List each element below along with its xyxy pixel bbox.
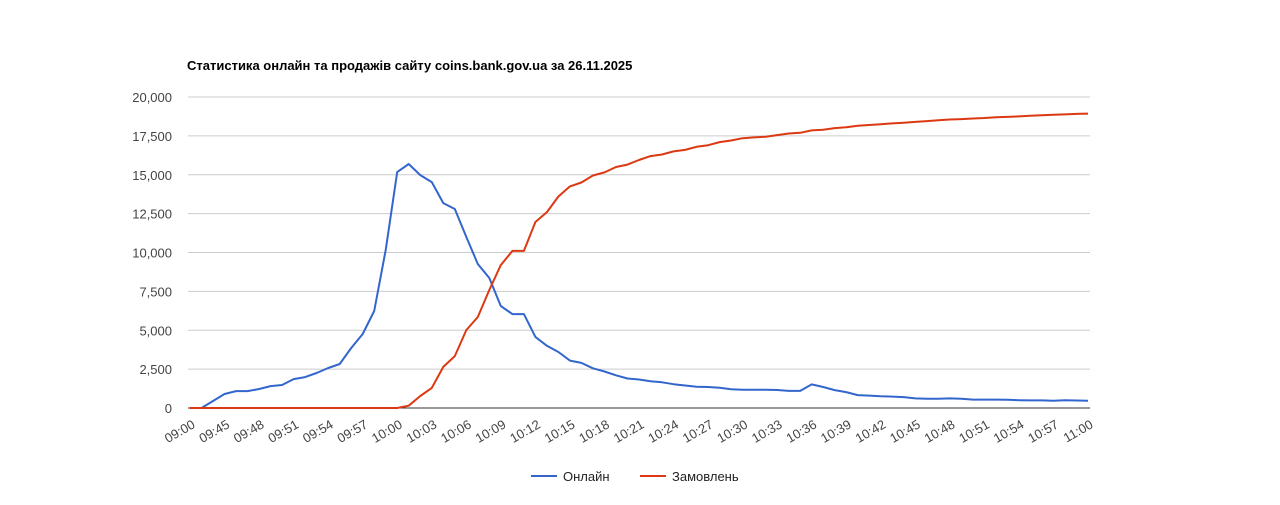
y-tick-label: 17,500 <box>132 129 172 144</box>
x-tick-label: 09:48 <box>231 417 267 446</box>
chart-title: Статистика онлайн та продажів сайту coin… <box>187 58 632 73</box>
x-tick-label: 10:42 <box>853 417 889 446</box>
legend-label-orders: Замовлень <box>672 469 739 484</box>
x-axis-ticks: 09:0009:4509:4809:5109:5409:5710:0010:03… <box>162 417 1096 446</box>
gridlines <box>188 96 1090 409</box>
x-tick-label: 10:33 <box>749 417 785 446</box>
x-tick-label: 09:51 <box>265 417 301 446</box>
y-axis-ticks: 0 2,500 5,000 7,500 10,000 12,500 15,000 17,500… <box>132 90 172 416</box>
x-tick-label: 10:30 <box>714 417 750 446</box>
legend-label-online: Онлайн <box>563 469 610 484</box>
x-tick-label: 10:15 <box>542 417 578 446</box>
x-tick-label: 11:00 <box>1061 417 1096 446</box>
x-tick-label: 10:12 <box>507 417 543 446</box>
x-tick-label: 10:09 <box>473 417 509 446</box>
x-tick-label: 09:00 <box>162 417 198 446</box>
x-tick-label: 10:27 <box>680 417 716 446</box>
y-tick-label: 15,000 <box>132 168 172 183</box>
x-tick-label: 10:48 <box>922 417 958 446</box>
x-tick-label: 10:51 <box>956 417 992 446</box>
x-tick-label: 09:54 <box>300 417 336 446</box>
x-tick-label: 10:06 <box>438 417 474 446</box>
y-tick-label: 12,500 <box>132 207 172 222</box>
series-line-orders <box>190 112 1089 409</box>
x-tick-label: 10:24 <box>645 417 681 446</box>
x-tick-label: 10:39 <box>818 417 854 446</box>
legend: Онлайн Замовлень <box>531 469 739 484</box>
x-tick-label: 09:45 <box>196 417 232 446</box>
x-tick-label: 10:03 <box>404 417 440 446</box>
x-tick-label: 10:45 <box>887 417 923 446</box>
y-tick-label: 5,000 <box>139 323 172 338</box>
series-lines <box>190 112 1089 409</box>
y-tick-label: 10,000 <box>132 246 172 261</box>
x-tick-label: 10:57 <box>1025 417 1061 446</box>
x-tick-label: 09:57 <box>335 417 371 446</box>
x-tick-label: 10:54 <box>991 417 1027 446</box>
y-tick-label: 0 <box>165 401 172 416</box>
legend-item-orders[interactable]: Замовлень <box>640 469 739 484</box>
y-tick-label: 7,500 <box>139 284 172 299</box>
y-tick-label: 2,500 <box>139 362 172 377</box>
x-tick-label: 10:00 <box>369 417 405 446</box>
x-tick-label: 10:36 <box>784 417 820 446</box>
x-tick-label: 10:18 <box>576 417 612 446</box>
legend-item-online[interactable]: Онлайн <box>531 469 610 484</box>
y-tick-label: 20,000 <box>132 90 172 105</box>
series-line-online <box>190 163 1089 409</box>
x-tick-label: 10:21 <box>611 417 647 446</box>
